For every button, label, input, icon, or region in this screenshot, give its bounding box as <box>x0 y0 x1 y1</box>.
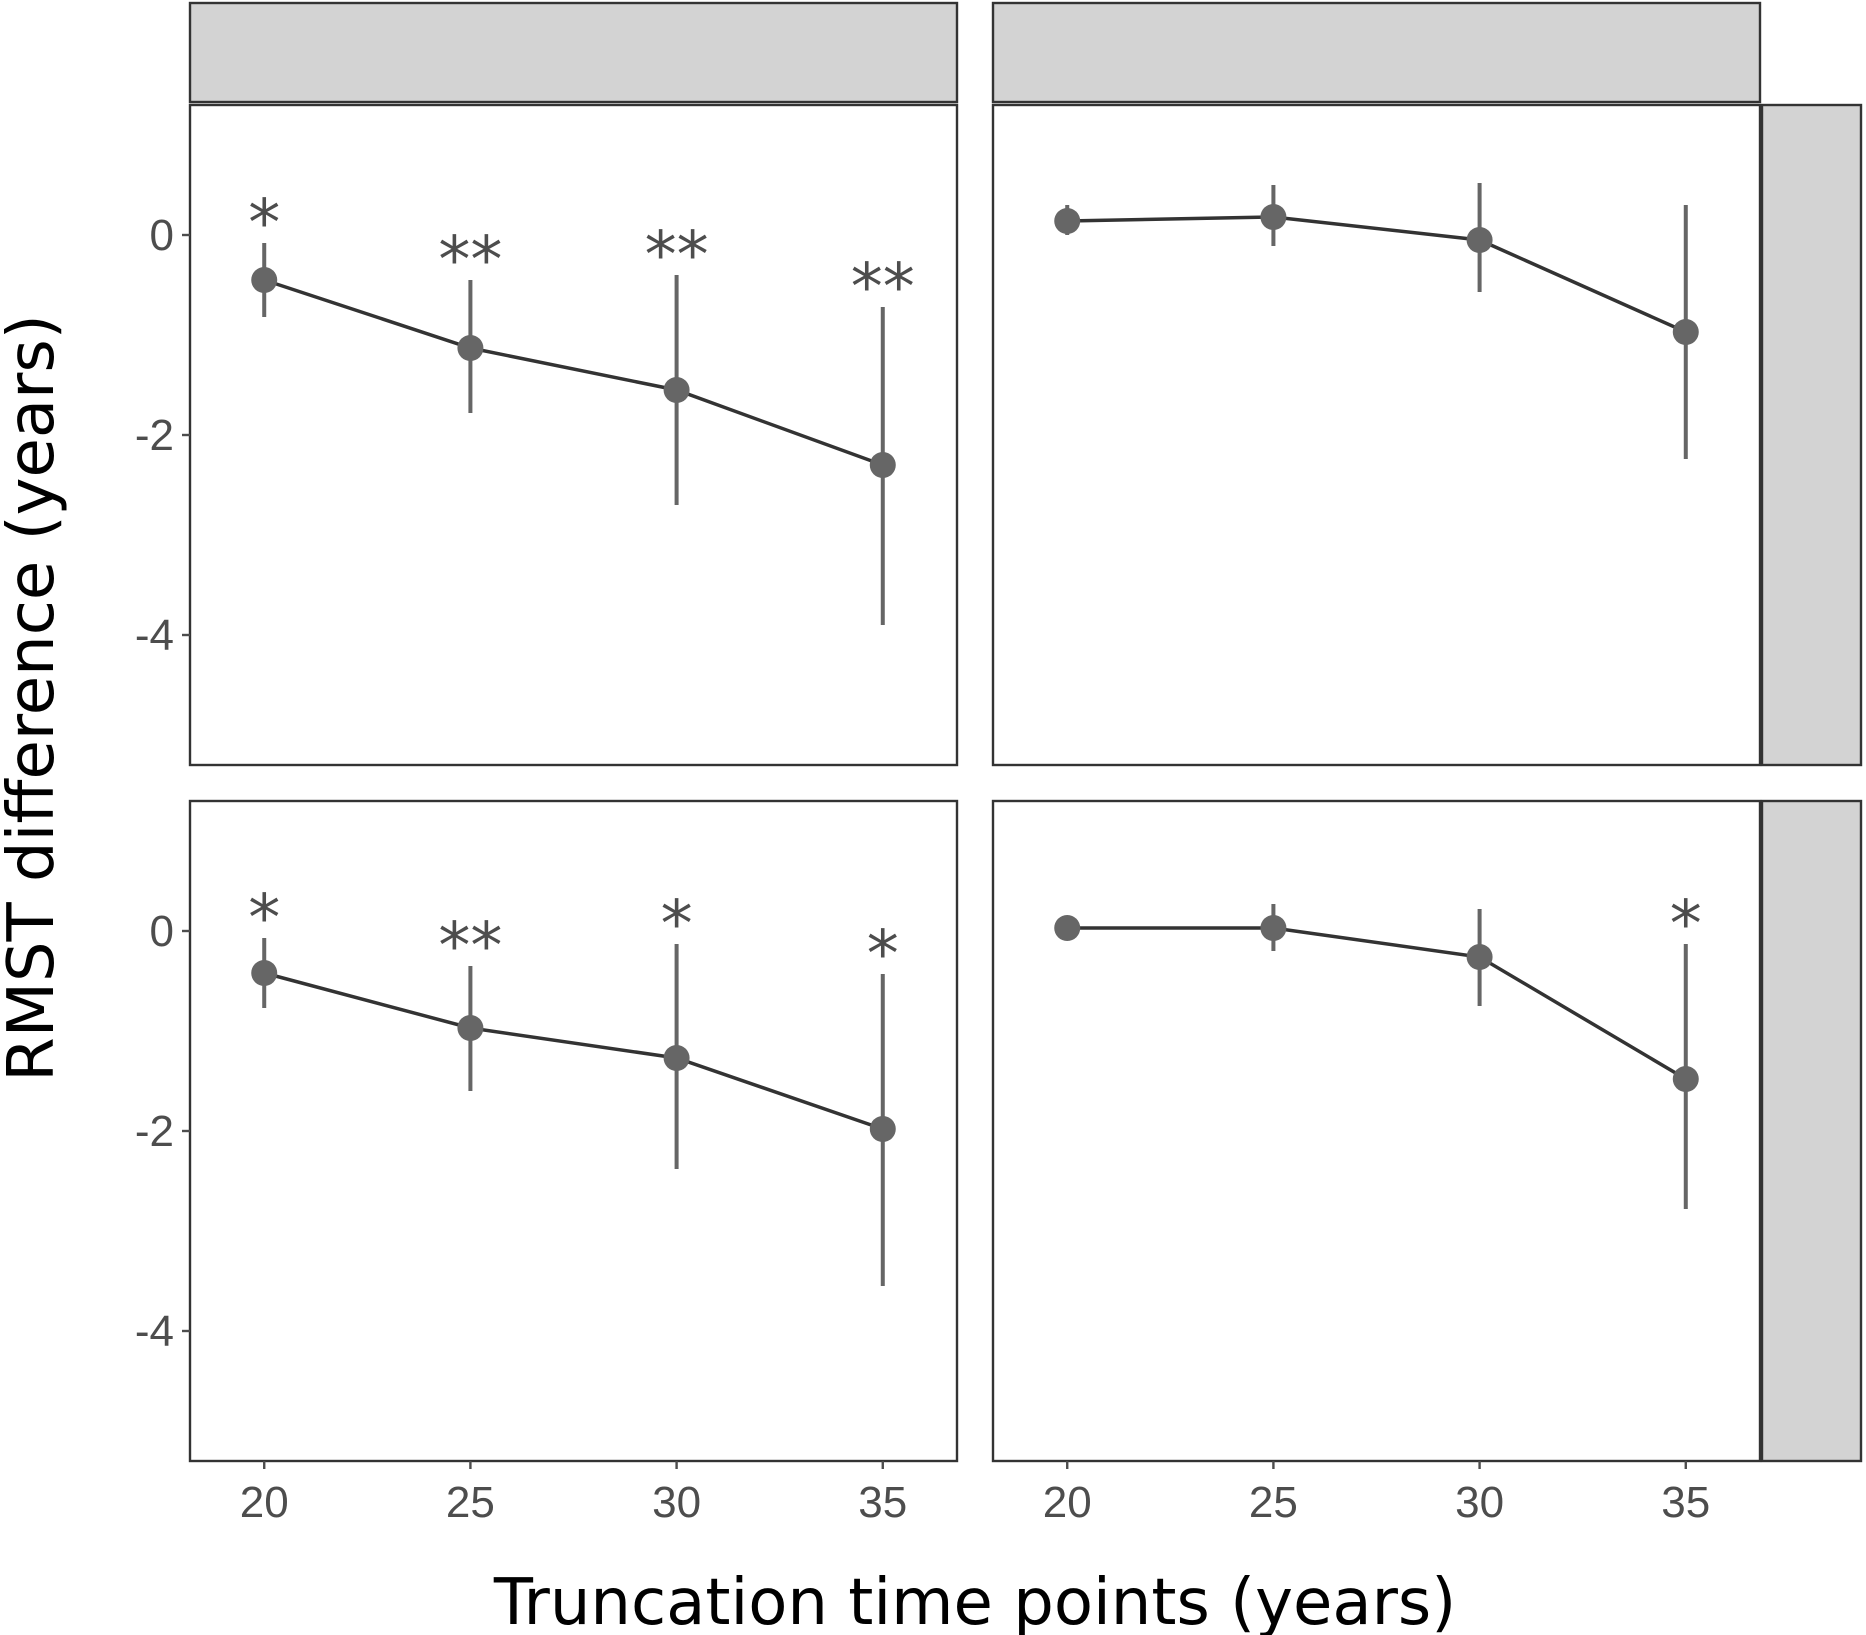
data-point <box>251 267 278 293</box>
significance-label: ** <box>438 910 502 984</box>
column-strip-1 <box>188 1 959 104</box>
row-strip-1 <box>1760 103 1863 767</box>
data-point <box>1260 204 1287 230</box>
y-tick-label-top: -2 <box>135 411 174 460</box>
significance-label: * <box>1670 888 1702 962</box>
data-point <box>457 1015 484 1041</box>
x-tick-label-right: 30 <box>1455 1478 1504 1527</box>
data-point <box>1054 915 1081 941</box>
data-point <box>251 960 278 986</box>
significance-label: ** <box>645 219 709 293</box>
panel-top-right <box>991 103 1762 767</box>
x-tick-label-left: 35 <box>858 1478 907 1527</box>
x-tick-label-left: 25 <box>446 1478 495 1527</box>
data-point <box>1672 319 1699 345</box>
significance-label: * <box>248 187 280 261</box>
column-strip-2 <box>991 1 1762 104</box>
data-point <box>869 452 896 478</box>
data-marks: * ** ** *** ** * * * <box>248 183 1702 1286</box>
series-line-panel-4 <box>1067 926 1687 1081</box>
row-strip-2 <box>1760 799 1863 1463</box>
data-point <box>457 335 484 361</box>
significance-label: ** <box>851 251 915 325</box>
y-tick-label-bottom: 0 <box>150 907 174 956</box>
x-tick-label-left: 30 <box>652 1478 701 1527</box>
data-point <box>663 377 690 403</box>
data-point <box>1054 208 1081 234</box>
panel-bottom-left <box>188 799 959 1463</box>
significance-label: * <box>867 918 899 992</box>
series-line-panel-3 <box>263 971 884 1131</box>
series-line-panel-2 <box>1067 215 1687 334</box>
data-point <box>1466 944 1493 970</box>
data-point <box>1260 915 1287 941</box>
x-tick-label-right: 20 <box>1043 1478 1092 1527</box>
data-point <box>663 1045 690 1071</box>
y-tick-label-bottom: -2 <box>135 1107 174 1156</box>
y-axis-title: RMST difference (years) <box>0 314 69 1081</box>
data-point <box>1672 1066 1699 1092</box>
axis-ticks: 0 -2 -4 0 -2 -4 20 25 30 35 20 25 30 35 <box>135 211 1710 1527</box>
x-axis-title: Truncation time points (years) <box>493 1566 1456 1635</box>
x-tick-label-left: 20 <box>240 1478 289 1527</box>
panel-top-left <box>188 103 959 767</box>
x-tick-label-right: 25 <box>1249 1478 1298 1527</box>
x-tick-label-right: 35 <box>1661 1478 1710 1527</box>
significance-label: ** <box>438 224 502 298</box>
significance-label: * <box>248 882 280 956</box>
y-tick-label-top: 0 <box>150 211 174 260</box>
series-line-panel-1 <box>263 278 884 467</box>
data-point <box>1466 227 1493 253</box>
y-tick-label-top: -4 <box>135 611 174 660</box>
significance-label: * <box>661 888 693 962</box>
y-tick-label-bottom: -4 <box>135 1307 174 1356</box>
panel-bottom-right <box>991 799 1762 1463</box>
data-point <box>869 1116 896 1142</box>
